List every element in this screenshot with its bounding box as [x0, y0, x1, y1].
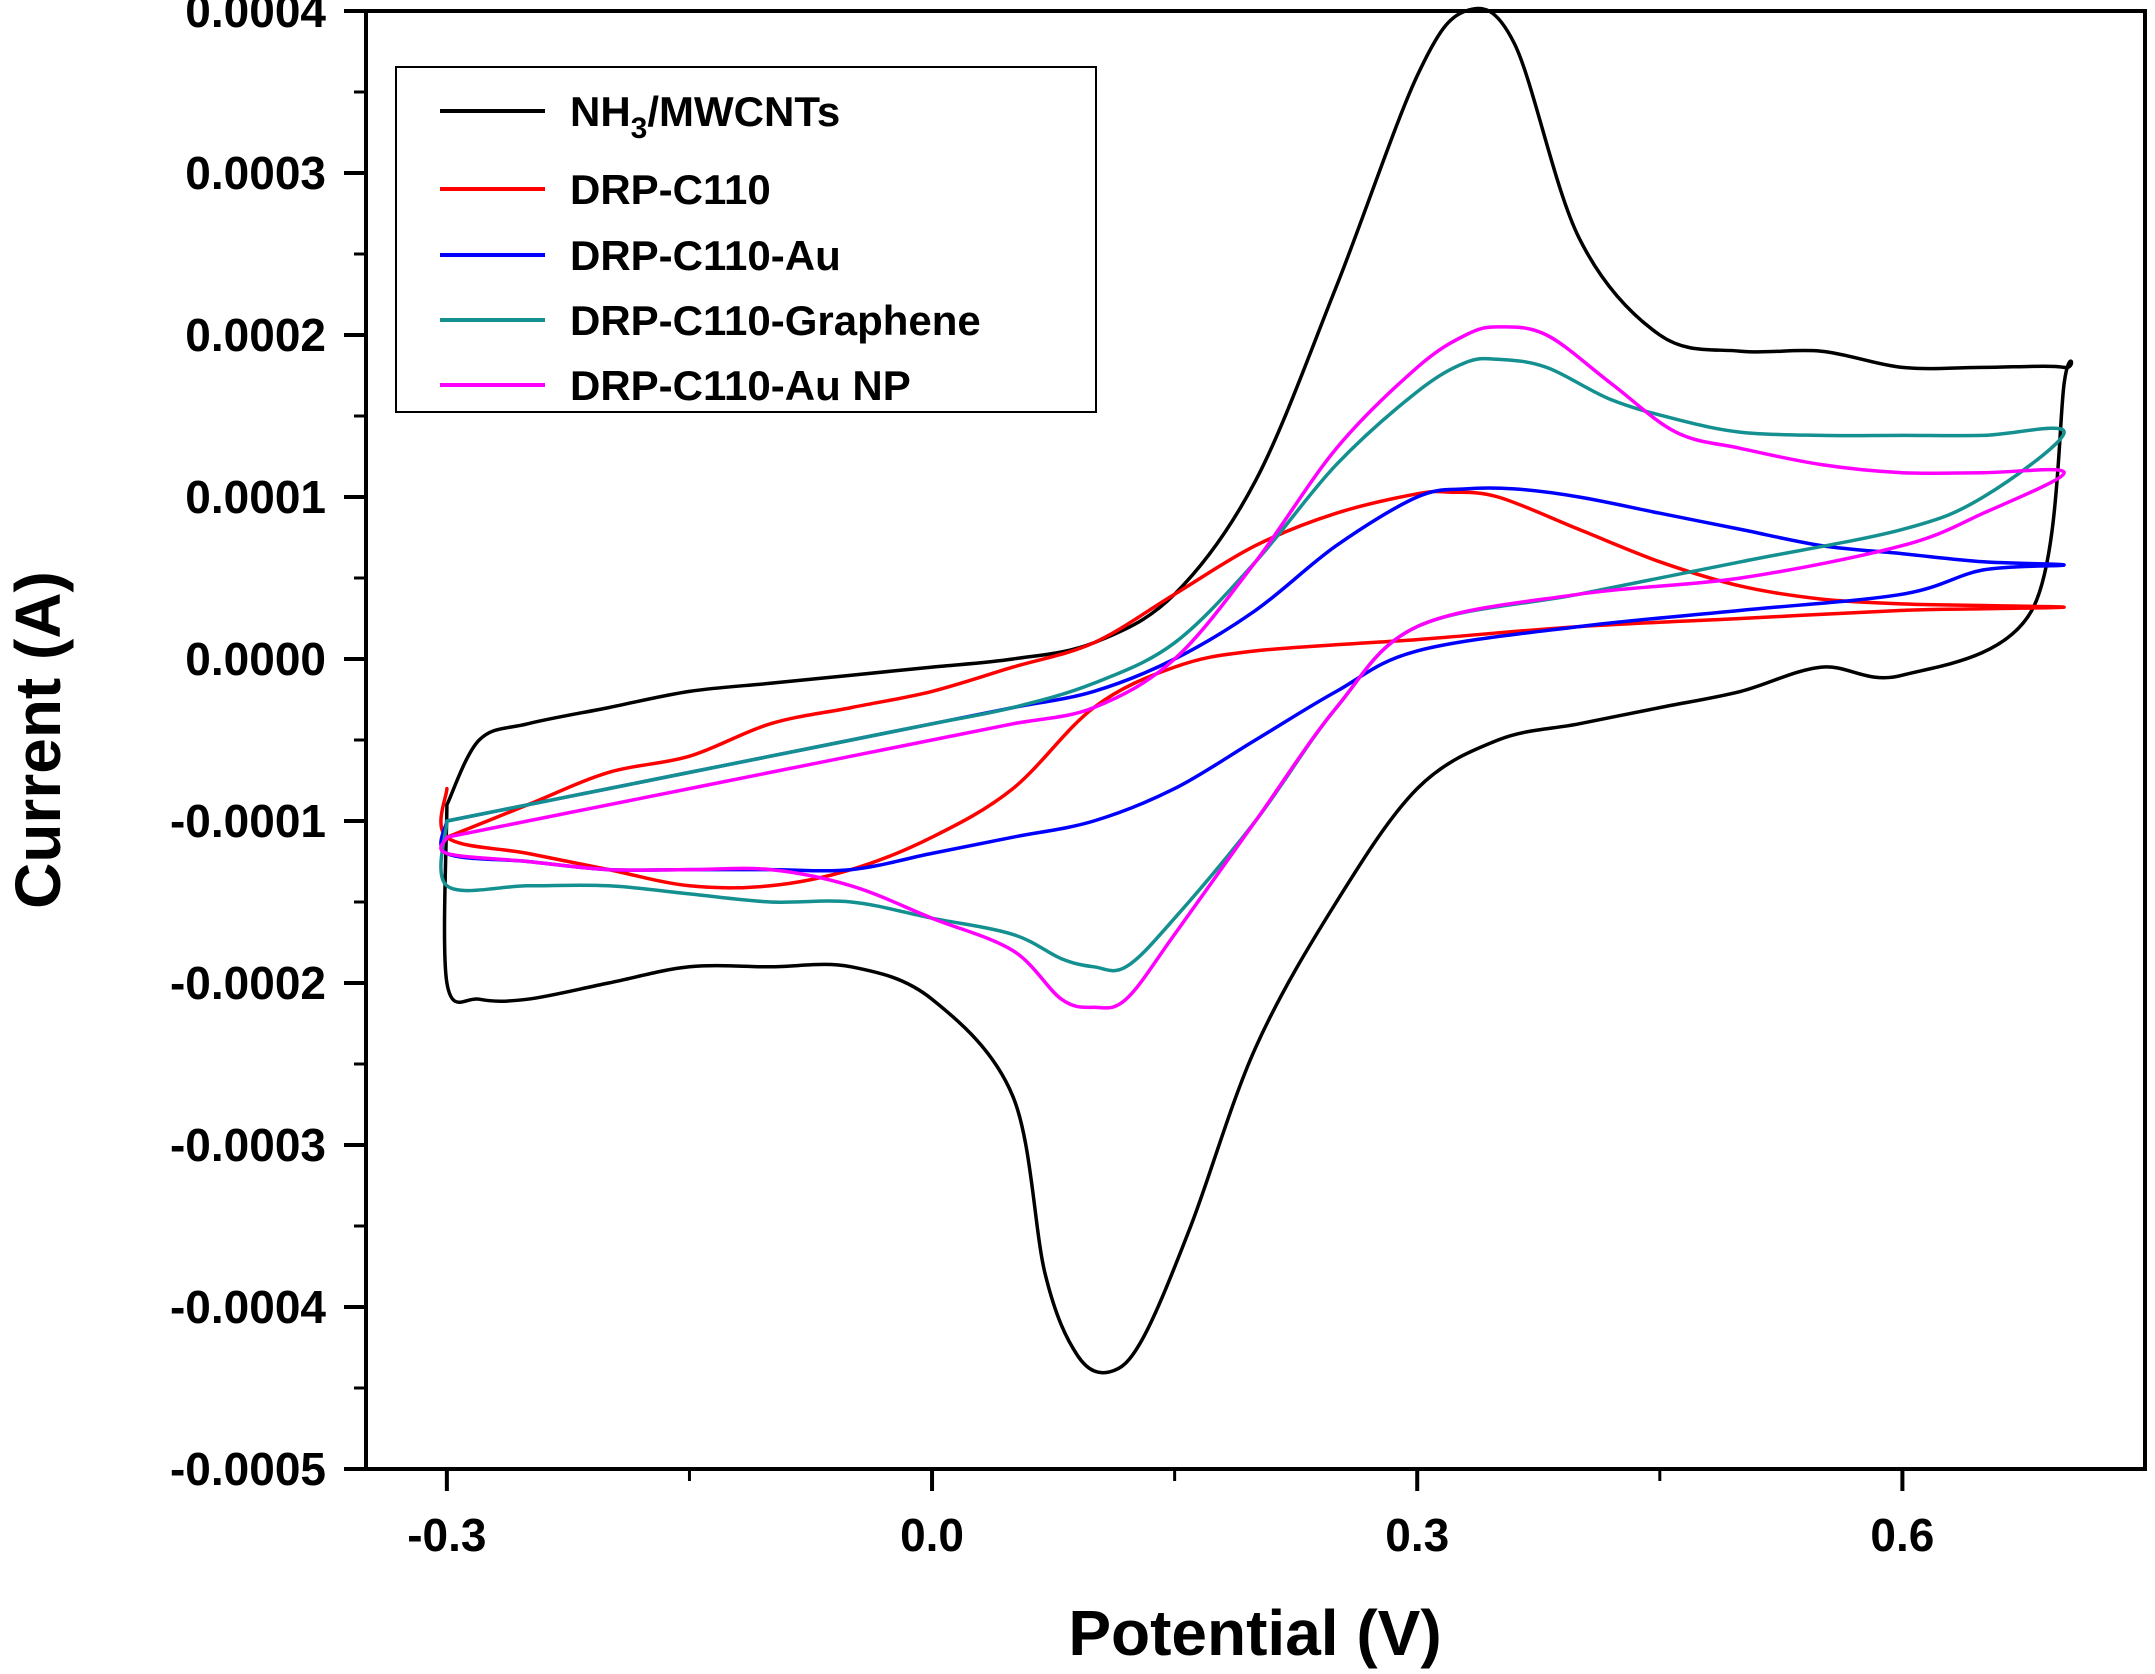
y-tick-label: 0.0003: [185, 147, 326, 199]
y-tick-label: 0.0002: [185, 309, 326, 361]
y-tick-label: -0.0005: [170, 1443, 326, 1495]
ticks-layer: [344, 9, 1905, 1491]
legend-label-drp-c110: DRP-C110: [570, 166, 771, 213]
y-tick-label: -0.0001: [170, 795, 326, 847]
legend-label-drp-c110-graphene: DRP-C110-Graphene: [570, 297, 981, 344]
y-axis-title: Current (A): [2, 571, 74, 909]
legend-label-nh3-mwcnts: NH3/MWCNTs: [570, 88, 840, 145]
x-tick-label: 0.6: [1870, 1509, 1934, 1561]
x-tick-label: -0.3: [407, 1509, 486, 1561]
x-tick-label: 0.0: [900, 1509, 964, 1561]
legend: NH3/MWCNTs DRP-C110 DRP-C110-Au DRP-C110…: [395, 66, 1097, 413]
legend-label-drp-c110-au: DRP-C110-Au: [570, 232, 841, 279]
series-line-drp-c110: [439, 489, 2066, 890]
legend-label-drp-c110-au-np: DRP-C110-Au NP: [570, 362, 911, 409]
x-axis-title: Potential (V): [1068, 1597, 1441, 1669]
y-tick-label: 0.0004: [185, 0, 326, 37]
legend-label-nh3-subscript: 3: [631, 112, 648, 145]
y-tick-label: -0.0003: [170, 1119, 326, 1171]
y-tick-label: -0.0002: [170, 957, 326, 1009]
y-tick-label: 0.0001: [185, 471, 326, 523]
legend-label-nh3-main: NH: [570, 88, 631, 135]
y-tick-label: -0.0004: [170, 1281, 326, 1333]
series-line-drp-c110-au-np: [439, 325, 2066, 1010]
legend-box: [395, 66, 1097, 413]
tick-labels-layer: -0.3 0.0 0.3 0.6 0.0004 0.0003 0.0002 0.0001 0.0…: [170, 0, 1934, 1561]
legend-label-nh3-rest: /MWCNTs: [647, 88, 840, 135]
y-tick-label: 0.0000: [185, 633, 326, 685]
series-layer: [439, 6, 2074, 1375]
x-tick-label: 0.3: [1385, 1509, 1449, 1561]
